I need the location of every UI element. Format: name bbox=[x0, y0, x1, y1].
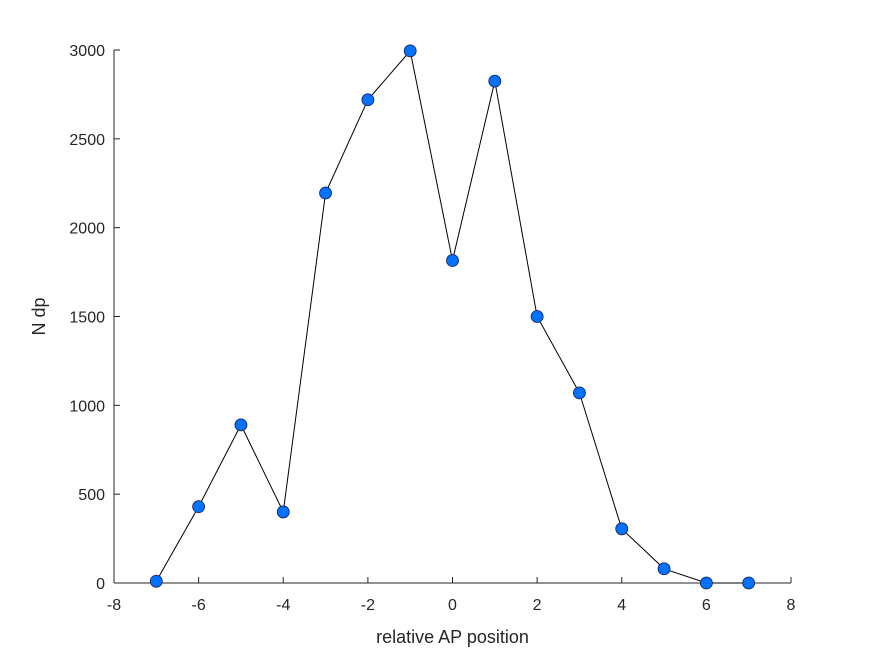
data-point bbox=[319, 186, 332, 200]
data-point bbox=[530, 310, 544, 323]
y-tick-label: 500 bbox=[78, 487, 105, 504]
y-tick-label: 2000 bbox=[69, 221, 105, 238]
data-point bbox=[446, 254, 459, 267]
x-tick-label: 8 bbox=[787, 597, 796, 614]
x-tick-label: -2 bbox=[361, 597, 375, 614]
plot-series bbox=[149, 44, 756, 590]
x-tick-label: 0 bbox=[448, 597, 457, 614]
y-tick-label: 0 bbox=[96, 576, 105, 593]
y-ticks: 0 500 1000 1500 2000 2500 3000 bbox=[69, 43, 120, 593]
data-point bbox=[573, 386, 586, 400]
x-ticks: -8 -6 -4 -2 0 2 4 6 8 bbox=[107, 577, 796, 614]
x-tick-label: 2 bbox=[533, 597, 542, 614]
data-point bbox=[699, 576, 713, 590]
y-tick-label: 1000 bbox=[69, 398, 105, 415]
x-axis-label: relative AP position bbox=[376, 627, 529, 647]
y-tick-label: 3000 bbox=[69, 43, 105, 60]
data-point bbox=[403, 44, 417, 58]
x-tick-label: -6 bbox=[192, 597, 206, 614]
data-point bbox=[276, 505, 290, 519]
data-point bbox=[234, 418, 248, 432]
data-point bbox=[657, 562, 671, 576]
x-tick-label: 4 bbox=[617, 597, 626, 614]
series-line bbox=[155, 49, 749, 584]
x-tick-label: -4 bbox=[276, 597, 290, 614]
data-point bbox=[742, 576, 756, 590]
data-point bbox=[615, 522, 629, 536]
axes: -8 -6 -4 -2 0 2 4 6 8 0 500 1000 1500 2000 2500 3000 bbox=[69, 43, 795, 614]
y-axis-label: N dp bbox=[29, 297, 49, 335]
data-point bbox=[192, 500, 206, 514]
x-tick-label: -8 bbox=[107, 597, 121, 614]
data-point bbox=[361, 93, 375, 107]
data-point bbox=[149, 574, 163, 588]
y-tick-label: 2500 bbox=[69, 132, 105, 149]
x-tick-label: 6 bbox=[702, 597, 711, 614]
y-tick-label: 1500 bbox=[69, 310, 105, 327]
data-point bbox=[488, 74, 502, 88]
